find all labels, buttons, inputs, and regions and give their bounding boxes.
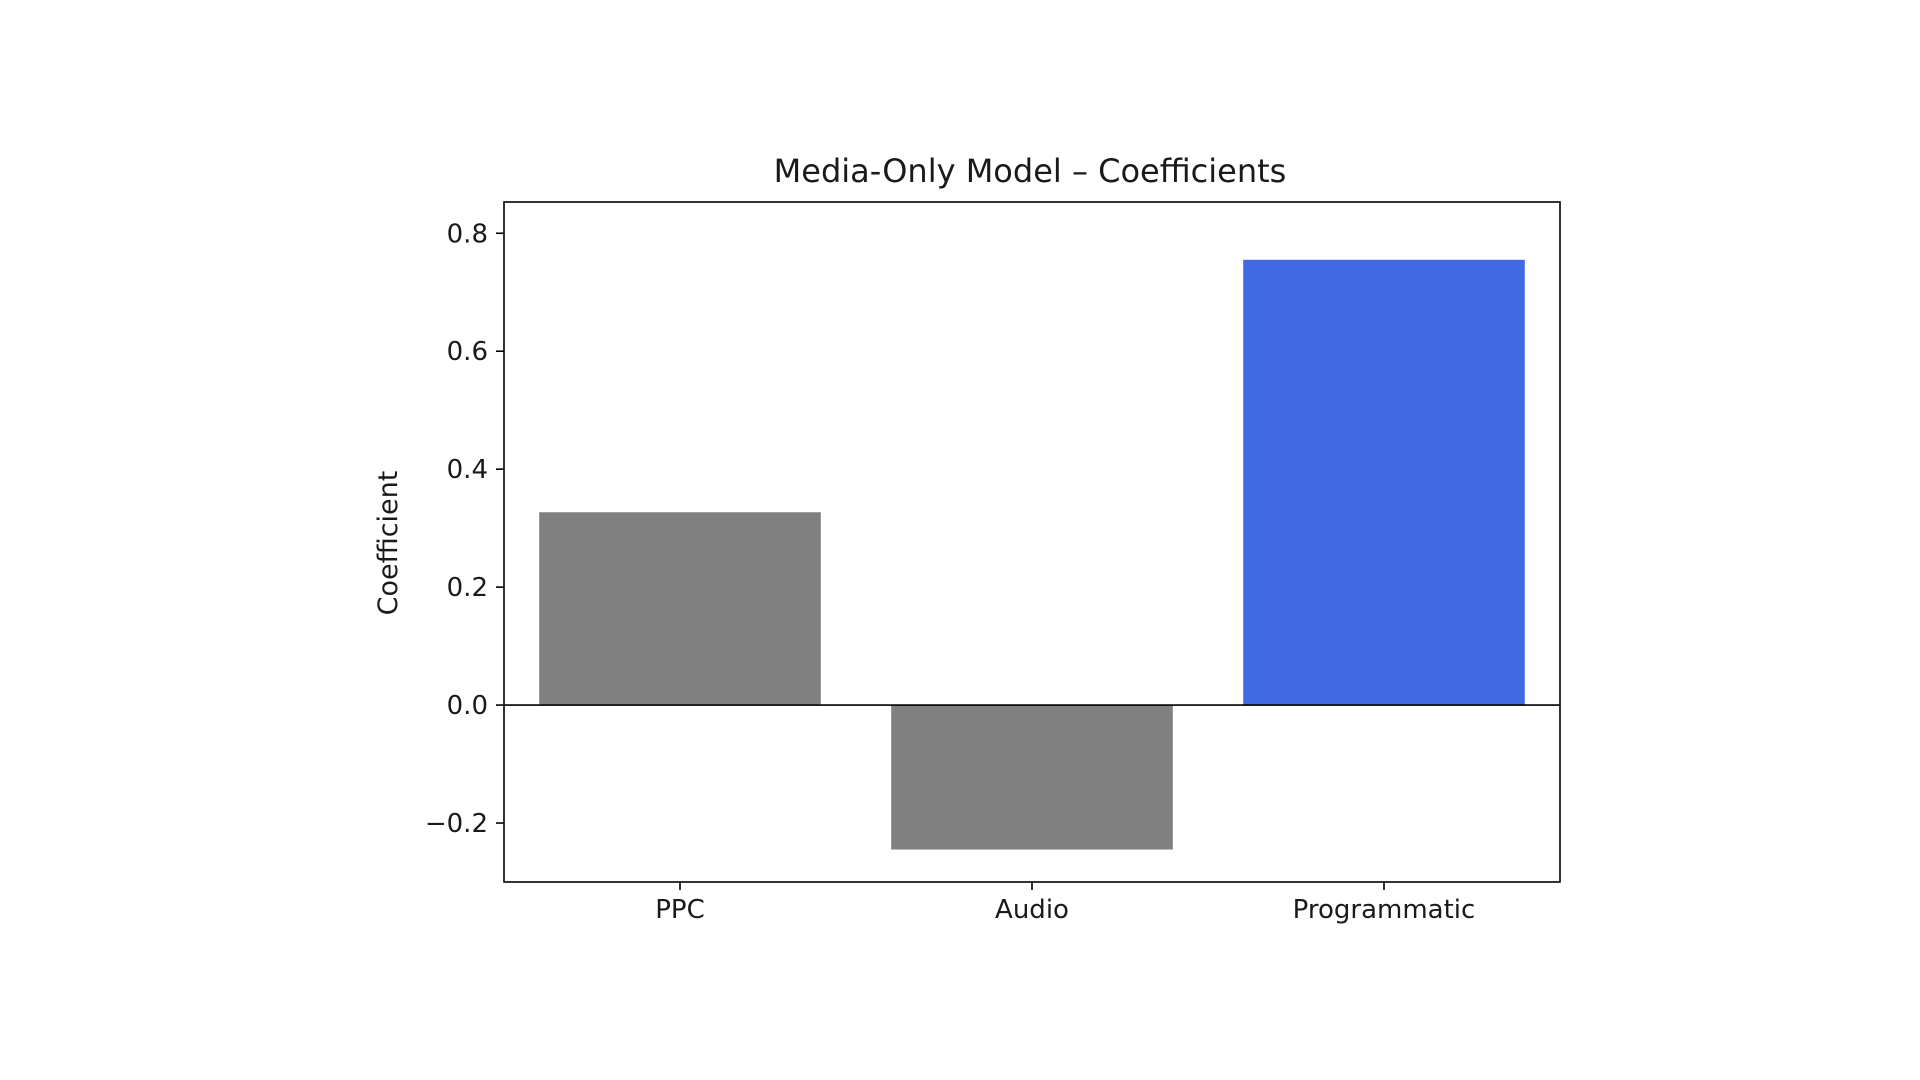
chart-title: Media-Only Model – Coefficients	[774, 152, 1287, 190]
x-tick-label: PPC	[655, 895, 705, 925]
y-tick-label: 0.8	[447, 219, 488, 249]
x-ticks: PPC Audio Programmatic	[655, 882, 1475, 925]
bar-programmatic	[1243, 259, 1525, 706]
y-tick-label: 0.0	[447, 691, 488, 721]
y-ticks: −0.2 0.0 0.2 0.4 0.6 0.8	[425, 219, 504, 839]
x-tick-label: Audio	[995, 895, 1069, 925]
bar-ppc	[539, 512, 821, 706]
y-tick-label: 0.4	[447, 455, 488, 485]
bars-layer	[539, 259, 1525, 850]
y-tick-label: −0.2	[425, 809, 488, 839]
y-tick-label: 0.2	[447, 573, 488, 603]
y-axis-label: Coefficient	[373, 471, 404, 616]
bar-audio	[891, 705, 1173, 850]
y-tick-label: 0.6	[447, 337, 488, 367]
plot-frame	[503, 201, 1561, 883]
x-tick-label: Programmatic	[1293, 895, 1476, 925]
